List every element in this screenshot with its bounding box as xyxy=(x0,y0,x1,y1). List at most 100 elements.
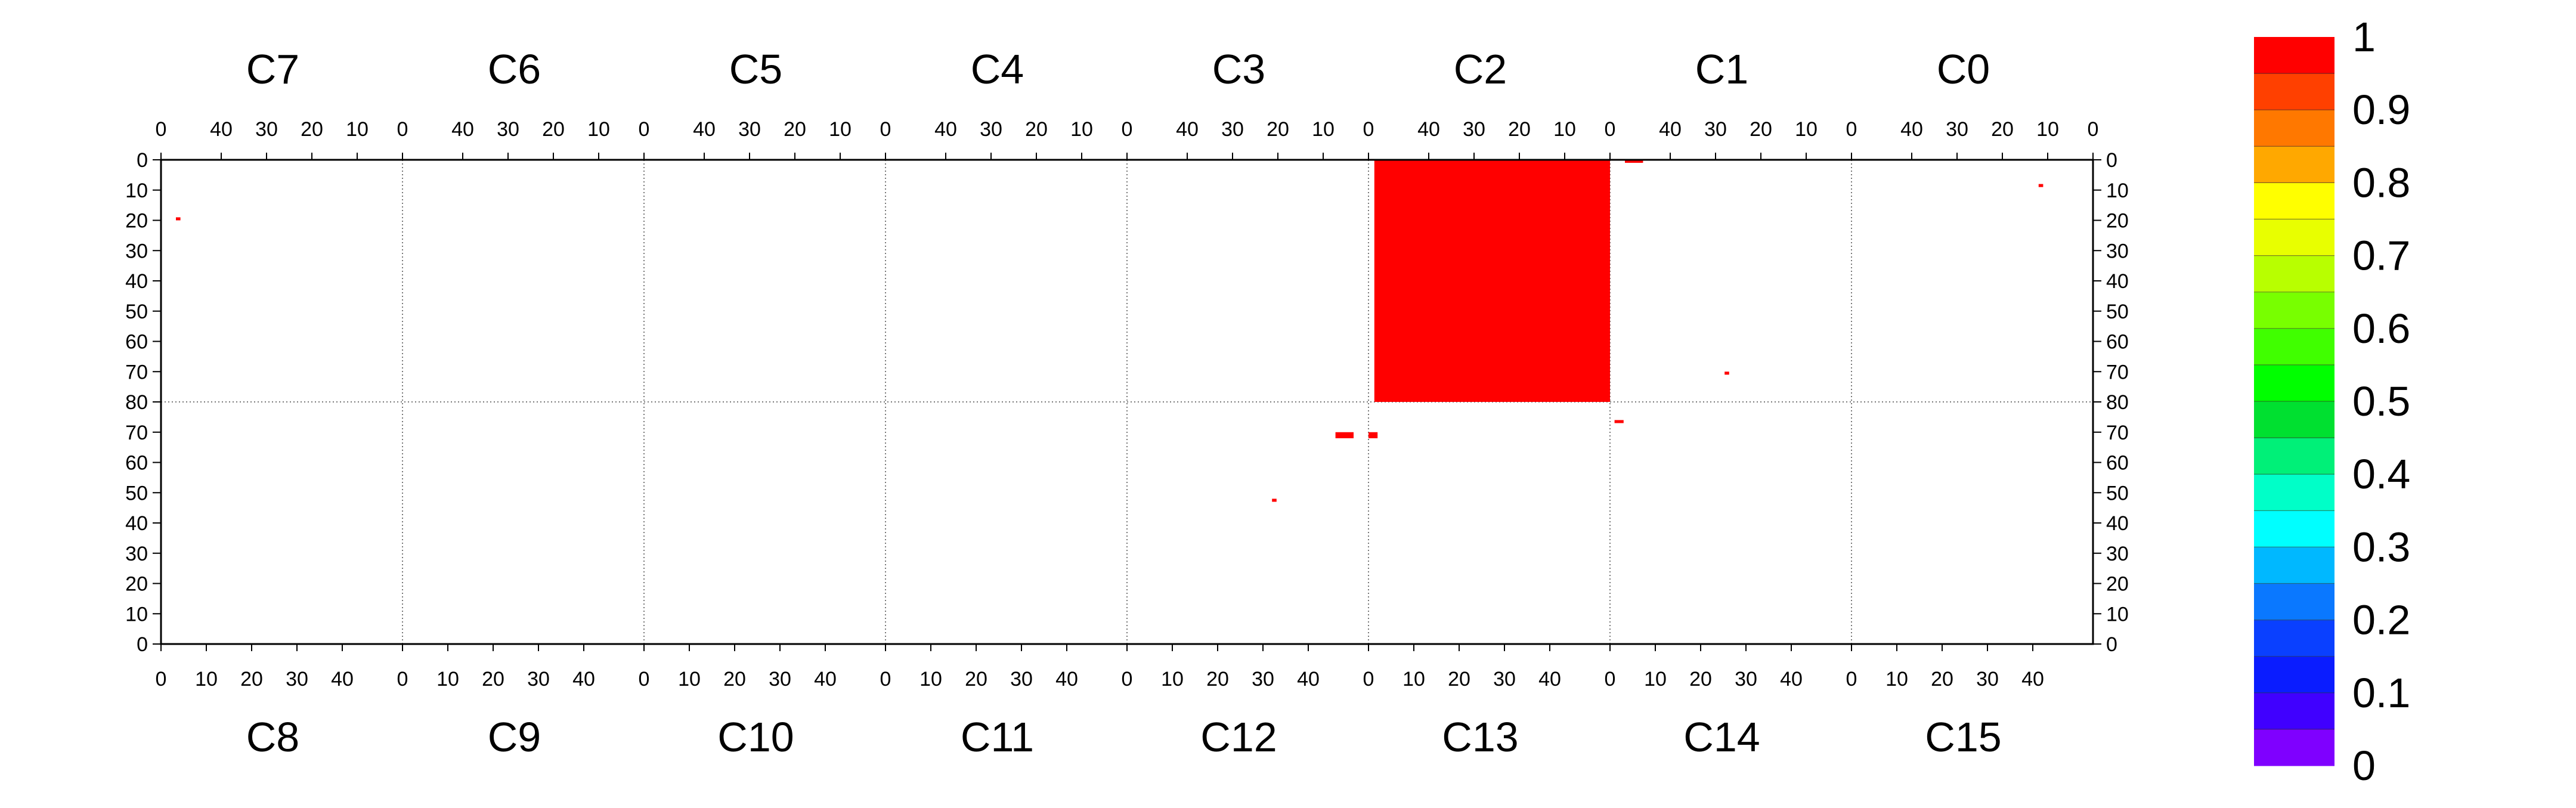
left-y-tick-label: 70 xyxy=(125,361,148,383)
left-y-tick-label: 0 xyxy=(137,633,148,656)
heatmap-cell-c12-6 xyxy=(1335,432,1354,438)
colorbar-tick-label: 0.3 xyxy=(2352,524,2410,570)
colorbar-segment xyxy=(2254,474,2334,511)
chip-label-c5: C5 xyxy=(729,46,782,92)
bottom-x-tick-label: 10 xyxy=(678,668,701,691)
colorbar-tick-label: 1 xyxy=(2352,14,2376,60)
right-y-tick-label: 40 xyxy=(2106,512,2129,535)
right-y-tick-label: 10 xyxy=(2106,179,2129,202)
bottom-x-tick-label: 40 xyxy=(1780,668,1803,691)
colorbar-segment xyxy=(2254,37,2334,74)
chip-label-c7: C7 xyxy=(246,46,299,92)
top-x-tick-label: 40 xyxy=(210,118,233,141)
right-y-tick-label: 70 xyxy=(2106,422,2129,444)
bottom-x-tick-label: 20 xyxy=(1931,668,1953,691)
chip-label-c2: C2 xyxy=(1454,46,1507,92)
colorbar-tick-label: 0.7 xyxy=(2352,233,2410,279)
top-x-tick-label: 30 xyxy=(497,118,519,141)
top-x-tick-label: 30 xyxy=(1946,118,1968,141)
left-y-tick-label: 50 xyxy=(125,301,148,323)
bottom-x-tick-label: 10 xyxy=(1885,668,1908,691)
colorbar-segment xyxy=(2254,583,2334,621)
top-x-tick-label: 10 xyxy=(1553,118,1576,141)
top-x-tick-label: 40 xyxy=(1176,118,1199,141)
chip-label-c4: C4 xyxy=(971,46,1024,92)
colorbar-segment xyxy=(2254,547,2334,584)
top-x-tick-label: 40 xyxy=(693,118,716,141)
colorbar-segment xyxy=(2254,692,2334,730)
colorbar-tick-label: 0.6 xyxy=(2352,305,2410,352)
heatmap-cell-c1-4 xyxy=(1724,372,1729,375)
top-x-tick-label: 30 xyxy=(738,118,761,141)
right-y-tick-label: 50 xyxy=(2106,301,2129,323)
left-y-tick-label: 50 xyxy=(125,482,148,504)
bottom-x-tick-label: 30 xyxy=(286,668,308,691)
chip-label-c8: C8 xyxy=(246,714,299,760)
bottom-x-tick-label: 30 xyxy=(1493,668,1516,691)
colorbar-tick-label: 0.9 xyxy=(2352,86,2410,133)
heatmap-cell-c7-2 xyxy=(176,217,181,221)
bottom-x-tick-label: 30 xyxy=(1976,668,1999,691)
colorbar-segment xyxy=(2254,438,2334,475)
chip-label-c15: C15 xyxy=(1925,714,2001,760)
heatmap-cell-c14-5 xyxy=(1614,420,1624,423)
right-y-tick-label: 30 xyxy=(2106,543,2129,565)
left-y-tick-label: 60 xyxy=(125,331,148,354)
chip-label-layer: C7 C6 C5 C4 C3 C2 C1 C0 C8 C9 C10 C11 C12 C13 C14 C15 xyxy=(246,46,2002,760)
top-x-tick-label: 20 xyxy=(784,118,806,141)
bottom-x-tick-label: 20 xyxy=(965,668,987,691)
top-x-tick-label: 20 xyxy=(1508,118,1531,141)
top-x-tick-label: 40 xyxy=(1417,118,1440,141)
top-x-tick-label: 20 xyxy=(1025,118,1048,141)
chip-label-c6: C6 xyxy=(488,46,541,92)
bottom-x-tick-label: 0 xyxy=(397,668,408,691)
chip-label-c0: C0 xyxy=(1937,46,1990,92)
left-y-tick-label: 30 xyxy=(125,240,148,262)
left-y-tick-label: 70 xyxy=(125,422,148,444)
top-x-tick-label: 10 xyxy=(346,118,369,141)
colorbar-segment xyxy=(2254,73,2334,110)
left-y-tick-label: 30 xyxy=(125,543,148,565)
left-y-tick-label: 40 xyxy=(125,512,148,535)
top-x-tick-label: 30 xyxy=(1463,118,1485,141)
bottom-x-tick-label: 10 xyxy=(1644,668,1667,691)
bottom-x-tick-label: 40 xyxy=(1055,668,1078,691)
tick-layer: 0 40 30 20 10 0 40 30 20 10 0 40 30 20 10 0 40 30 20 10 0 40 3… xyxy=(125,118,2129,691)
cell-layer xyxy=(176,160,2044,502)
colorbar-segment xyxy=(2254,255,2334,293)
top-x-tick-label: 30 xyxy=(255,118,278,141)
top-x-tick-label: 10 xyxy=(2036,118,2059,141)
bottom-x-tick-label: 10 xyxy=(436,668,459,691)
colorbar-tick-label: 0.4 xyxy=(2352,451,2410,497)
colorbar-segment xyxy=(2254,729,2334,766)
heatmap-cell-c12-8 xyxy=(1272,499,1277,502)
top-x-tick-label: 0 xyxy=(880,118,891,141)
chip-label-c13: C13 xyxy=(1442,714,1518,760)
top-x-tick-label: 0 xyxy=(1122,118,1133,141)
bottom-x-tick-label: 0 xyxy=(1605,668,1616,691)
top-x-tick-label: 40 xyxy=(1900,118,1923,141)
bottom-x-tick-label: 40 xyxy=(331,668,354,691)
right-y-tick-label: 50 xyxy=(2106,482,2129,504)
top-x-tick-label: 20 xyxy=(301,118,323,141)
colorbar: 1 0.9 0.8 0.7 0.6 0.5 0.4 0.3 0.2 0.1 0 xyxy=(2254,14,2410,789)
top-x-tick-label: 0 xyxy=(1363,118,1374,141)
right-y-tick-label: 40 xyxy=(2106,270,2129,293)
chip-label-c10: C10 xyxy=(717,714,794,760)
right-y-tick-label: 30 xyxy=(2106,240,2129,262)
bottom-x-tick-label: 0 xyxy=(880,668,891,691)
top-x-tick-label: 30 xyxy=(1704,118,1727,141)
top-x-tick-label: 40 xyxy=(451,118,474,141)
bottom-x-tick-label: 40 xyxy=(814,668,837,691)
chip-label-c1: C1 xyxy=(1695,46,1748,92)
top-x-tick-label: 40 xyxy=(934,118,957,141)
colorbar-segment xyxy=(2254,292,2334,329)
bottom-x-tick-label: 0 xyxy=(1363,668,1374,691)
chip-label-c9: C9 xyxy=(488,714,541,760)
bottom-x-tick-label: 20 xyxy=(240,668,263,691)
right-y-tick-label: 70 xyxy=(2106,361,2129,383)
top-x-tick-label: 20 xyxy=(542,118,565,141)
top-x-tick-label: 40 xyxy=(1659,118,1682,141)
colorbar-segment xyxy=(2254,110,2334,147)
